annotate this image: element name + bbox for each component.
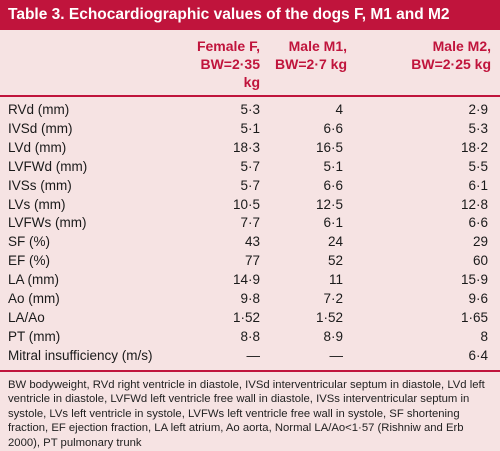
table-cell: 7·2 <box>323 291 343 307</box>
row-label: Mitral insufficiency (m/s) <box>0 346 190 372</box>
header-cell <box>0 33 190 55</box>
table-cell: 10·5 <box>232 196 260 212</box>
table-cell: 6·1 <box>323 215 343 231</box>
table-row: Ao (mm) 9·8 7·2 9·6 <box>0 290 500 309</box>
table-row: LA/Ao 1·52 1·52 1·65 <box>0 309 500 328</box>
table-cell: 5·3 <box>240 102 260 117</box>
table-cell: 29 <box>472 234 488 250</box>
table-row: RVd (mm) 5·3 4 2·9 <box>0 96 500 120</box>
table-cell: 5·7 <box>240 158 260 174</box>
table-row: LVFWs (mm) 7·7 6·1 6·6 <box>0 214 500 233</box>
header-cell-bw-male-m2: BW=2·25 kg <box>365 55 500 97</box>
table-title: Table 3. Echocardiographic values of the… <box>0 0 500 30</box>
row-label: RVd (mm) <box>8 102 70 117</box>
row-label: LA (mm) <box>8 272 60 288</box>
table-cell: 1·52 <box>232 309 260 325</box>
table-cell: 6·6 <box>323 177 343 193</box>
header-cell-male-m1: Male M1, <box>288 38 347 54</box>
header-row: Female F, Male M1, Male M2, <box>0 33 500 55</box>
table-cell: 8·8 <box>240 328 260 344</box>
table-body: RVd (mm) 5·3 4 2·9 IVSd (mm) 5·1 6·6 5·3 LVd (mm… <box>0 96 500 372</box>
row-label: EF (%) <box>8 253 50 269</box>
table-cell: 18·2 <box>460 139 488 155</box>
table-cell: 4 <box>335 102 343 117</box>
table-row: LVs (mm) 10·5 12·5 12·8 <box>0 196 500 215</box>
header-cell-male-m2: Male M2, <box>432 38 491 54</box>
table-cell: 15·9 <box>460 272 488 288</box>
header-cell-female-f: Female F, <box>196 38 260 54</box>
header-cell-bw-female-f: BW=2·35 kg <box>190 55 270 97</box>
table-cell: 5·3 <box>468 120 488 136</box>
table-cell: 5·7 <box>240 177 260 193</box>
table-cell: 16·5 <box>315 139 343 155</box>
table-cell: 5·1 <box>240 120 260 136</box>
row-label: LA/Ao <box>8 309 45 325</box>
table-cell: 5·1 <box>323 158 343 174</box>
table-cell: 5·5 <box>468 158 488 174</box>
table-cell: 8·9 <box>323 328 343 344</box>
row-label: LVFWs (mm) <box>8 215 87 231</box>
table-cell: 9·8 <box>240 291 260 307</box>
table-cell: 12·5 <box>315 196 343 212</box>
table-cell: 18·3 <box>232 139 260 155</box>
table-cell: 9·6 <box>468 291 488 307</box>
table-cell: 6·6 <box>323 120 343 136</box>
table-cell: 6·1 <box>468 177 488 193</box>
row-label: SF (%) <box>8 234 50 250</box>
echocardiographic-table: Female F, Male M1, Male M2, BW=2·35 kg B… <box>0 33 500 372</box>
table-row: IVSs (mm) 5·7 6·6 6·1 <box>0 177 500 196</box>
table-footnote: BW bodyweight, RVd right ventricle in di… <box>8 378 485 450</box>
table-row: Mitral insufficiency (m/s) — —6·4 <box>0 346 500 372</box>
table-cell: 8 <box>480 328 488 344</box>
table-cell: 24 <box>327 234 343 250</box>
header-cell-bw-male-m1: BW=2·7 kg <box>270 55 365 97</box>
row-label: IVSs (mm) <box>8 177 72 193</box>
table-cell: 14·9 <box>232 272 260 288</box>
row-label: LVd (mm) <box>8 139 67 155</box>
table-row: LVFWd (mm) 5·7 5·1 5·5 <box>0 158 500 177</box>
table-cell: 11 <box>328 272 343 288</box>
table-cell: 6·4 <box>365 346 500 372</box>
table-cell: 2·9 <box>468 102 488 117</box>
table-cell: 52 <box>327 253 343 269</box>
table-cell: 60 <box>472 253 488 269</box>
table-cell: 12·8 <box>460 196 488 212</box>
table-cell: 7·7 <box>240 215 260 231</box>
row-label: LVFWd (mm) <box>8 158 88 174</box>
table-row: EF (%) 77 52 60 <box>0 252 500 271</box>
table-cell: 77 <box>244 253 260 269</box>
table-cell: 1·52 <box>315 309 343 325</box>
row-label: Ao (mm) <box>8 291 60 307</box>
table-cell: 1·65 <box>460 309 488 325</box>
header-row-bodyweight: BW=2·35 kg BW=2·7 kg BW=2·25 kg <box>0 55 500 97</box>
table-cell: 43 <box>244 234 260 250</box>
table-cell: — <box>190 346 270 372</box>
table-cell: — <box>270 346 365 372</box>
table-row: PT (mm) 8·8 8·9 8 <box>0 328 500 347</box>
row-label: IVSd (mm) <box>8 120 73 136</box>
table-row: LVd (mm) 18·3 16·5 18·2 <box>0 139 500 158</box>
table-cell: 6·6 <box>468 215 488 231</box>
table-row: SF (%) 43 24 29 <box>0 233 500 252</box>
header-cell <box>0 55 190 97</box>
row-label: PT (mm) <box>8 328 61 344</box>
table-row: IVSd (mm) 5·1 6·6 5·3 <box>0 120 500 139</box>
row-label: LVs (mm) <box>8 196 66 212</box>
table-row: LA (mm) 14·9 11 15·9 <box>0 271 500 290</box>
